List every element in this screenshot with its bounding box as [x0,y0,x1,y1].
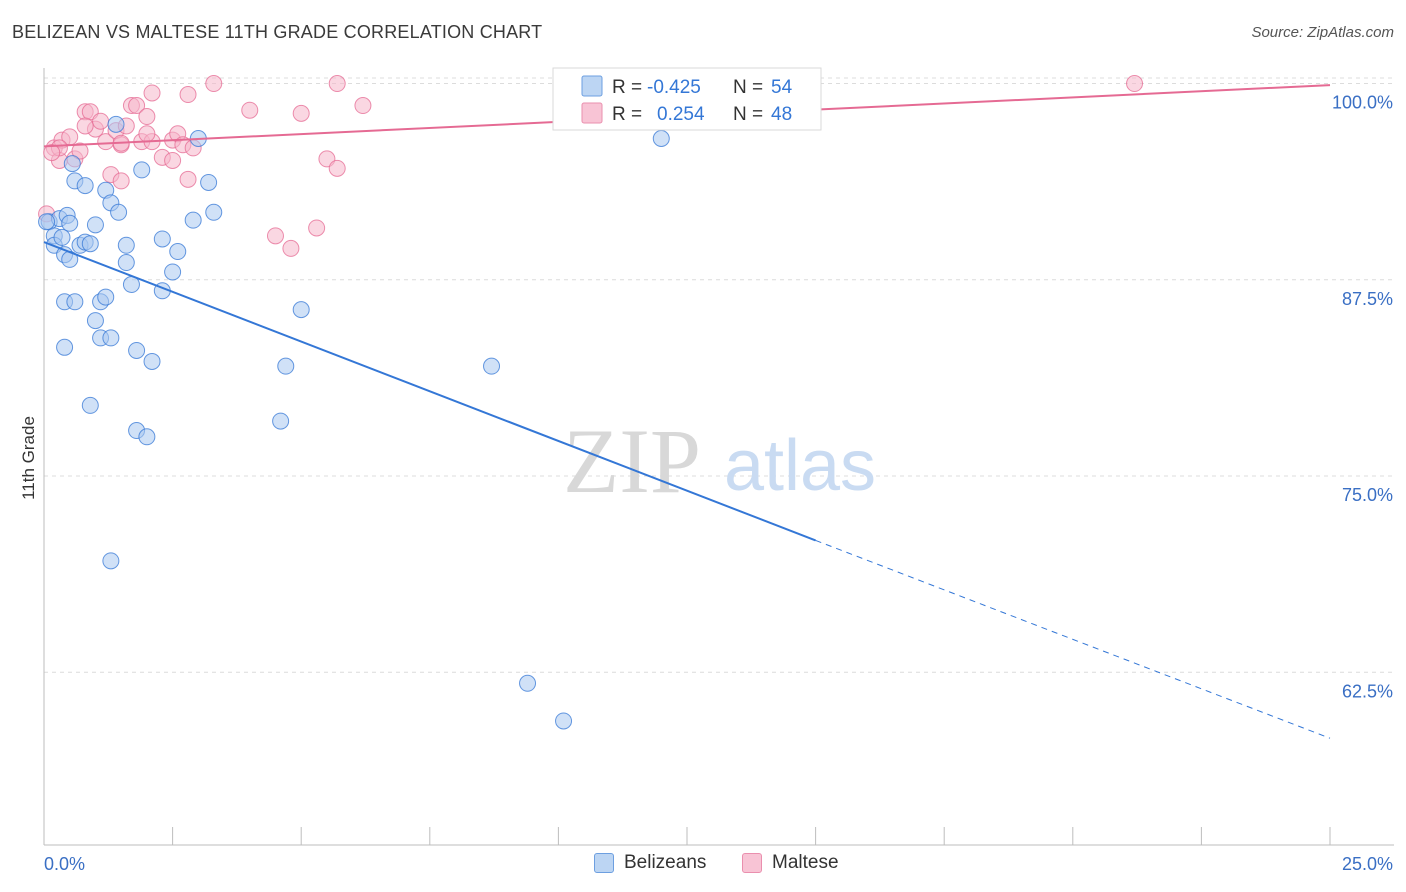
belizean-point [76,177,94,195]
belizean-point [652,130,670,147]
legend-n-label-belizeans: N = [733,77,763,98]
belizean-point [56,338,74,356]
legend-label-maltese: Maltese [772,852,839,873]
legend-r-label-maltese: R = [612,104,642,125]
x-tick-labels: 0.0% 25.0% [44,854,1393,874]
legend-swatch-maltese-bottom [742,853,762,873]
y-axis-label: 11th Grade [19,416,38,500]
belizean-point [86,312,104,330]
maltese-point [328,75,346,93]
maltese-point [292,104,310,122]
belizean-point [200,173,218,191]
belizean-point [117,236,135,254]
belizean-point [81,396,99,414]
maltese-point [241,101,259,119]
legend-n-value-belizeans: 54 [771,77,793,98]
axes [43,68,1394,846]
belizean-point [86,216,104,234]
belizean-point [38,213,56,231]
maltese-point [112,172,130,190]
y-tick-label: 87.5% [1342,289,1393,309]
maltese-point [1126,75,1144,93]
belizean-point [102,552,120,570]
maltese-point [205,75,223,93]
legend-n-value-maltese: 48 [771,104,792,125]
belizean-point [164,263,182,281]
legend-swatch-belizeans [581,75,603,97]
legend-swatch-belizeans-bottom [594,853,614,873]
maltese-point [308,219,326,237]
series-legend: Belizeans Maltese [0,852,1406,878]
belizean-point [53,228,71,246]
y-tick-label: 75.0% [1342,485,1393,505]
maltese-point [92,112,110,130]
gridlines [44,77,1394,673]
belizean-point [138,428,156,446]
watermark: ZIP atlas [563,410,876,512]
stats-legend: R = -0.425 N = 54 R = 0.254 N = 48 [552,67,822,131]
belizean-point [143,352,161,370]
legend-n-label-maltese: N = [733,104,763,125]
maltese-point [128,97,146,115]
belizean-point [519,674,537,692]
maltese-point [76,117,94,135]
maltese-point [164,151,182,169]
maltese-point [328,159,346,177]
belizean-point [277,357,295,375]
belizean-point [128,341,146,359]
belizean-point [81,235,99,253]
legend-r-value-belizeans: -0.425 [647,77,701,98]
chart-title: BELIZEAN VS MALTESE 11TH GRADE CORRELATI… [12,22,543,42]
belizean-point [107,115,125,133]
legend-r-value-maltese: 0.254 [657,104,705,125]
maltese-point [354,97,372,115]
belizean-point [184,211,202,229]
belizean-point [117,254,135,272]
y-tick-label: 100.0% [1332,93,1393,113]
legend-label-belizeans: Belizeans [624,852,707,873]
belizean-point [61,214,79,232]
belizean-point [153,230,171,248]
legend-swatch-maltese [581,102,603,124]
maltese-point [179,170,197,188]
maltese-point [266,227,284,245]
belizean-point [555,712,573,730]
belizean-point [97,288,115,306]
belizean-trend-extension [815,539,1331,739]
maltese-point [138,125,156,143]
x-tick-label: 25.0% [1342,854,1393,874]
maltese-point [143,84,161,102]
belizean-point [169,243,187,261]
source-label: Source: ZipAtlas.com [1251,24,1394,41]
belizean-point [66,293,84,311]
x-tick-label: 0.0% [44,854,85,874]
watermark-zip: ZIP [563,410,701,512]
belizean-point [63,155,81,173]
belizean-point [292,301,310,319]
legend-item-maltese[interactable]: Maltese [742,852,839,874]
y-tick-label: 62.5% [1342,681,1393,701]
y-tick-labels: 62.5% 75.0% 87.5% 100.0% [1332,93,1393,702]
belizean-point [110,203,128,221]
belizean-point [272,412,290,430]
belizean-trend-line [43,241,816,542]
legend-r-label-belizeans: R = [612,77,642,98]
belizean-point [483,357,501,375]
legend-item-belizeans[interactable]: Belizeans [594,852,706,874]
belizean-point [102,329,120,347]
maltese-point [179,86,197,104]
maltese-point [43,144,61,162]
maltese-point [282,239,300,257]
maltese-point [71,142,89,160]
maltese-point [138,108,156,126]
belizean-point [133,161,151,179]
watermark-atlas: atlas [724,426,876,506]
belizean-point [205,203,223,221]
